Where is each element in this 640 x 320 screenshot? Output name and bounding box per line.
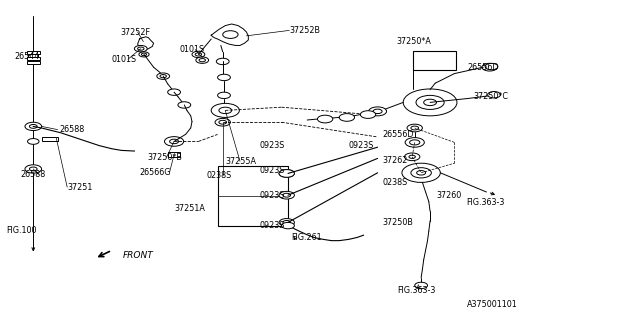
Text: 37250*A: 37250*A [397, 37, 431, 46]
Circle shape [29, 124, 37, 128]
Text: 37250*C: 37250*C [474, 92, 509, 100]
Text: 0238S: 0238S [206, 171, 231, 180]
Text: 37255A: 37255A [225, 157, 256, 166]
Circle shape [486, 65, 493, 69]
Text: A375001101: A375001101 [467, 300, 518, 309]
Text: 0238S: 0238S [383, 178, 408, 187]
Circle shape [218, 74, 230, 81]
Circle shape [28, 139, 39, 144]
Circle shape [424, 99, 436, 106]
Text: 0923S: 0923S [259, 166, 285, 175]
Circle shape [25, 122, 42, 131]
Bar [413, 51, 456, 70]
Text: 37250B: 37250B [383, 218, 413, 227]
Circle shape [403, 89, 457, 116]
Bar [168, 152, 180, 157]
Circle shape [195, 53, 202, 56]
Circle shape [404, 153, 420, 161]
Circle shape [283, 220, 291, 224]
Circle shape [196, 57, 209, 63]
Text: FRONT: FRONT [123, 252, 154, 260]
Circle shape [219, 107, 232, 114]
Text: 37250*B: 37250*B [147, 153, 182, 162]
Circle shape [134, 45, 147, 52]
Circle shape [416, 95, 444, 109]
Circle shape [157, 73, 170, 79]
Text: 37251A: 37251A [174, 204, 205, 213]
Bar [27, 57, 40, 60]
Circle shape [279, 219, 294, 226]
Circle shape [139, 52, 149, 57]
Text: 0101S: 0101S [179, 45, 204, 54]
Bar [27, 51, 40, 54]
Text: 26556D: 26556D [383, 130, 414, 139]
Circle shape [410, 140, 420, 145]
Circle shape [218, 92, 230, 99]
Circle shape [407, 124, 422, 132]
Circle shape [409, 155, 415, 158]
Circle shape [199, 59, 205, 62]
Circle shape [192, 51, 205, 58]
Circle shape [215, 118, 230, 126]
Circle shape [216, 58, 229, 65]
Text: 37252F: 37252F [120, 28, 150, 36]
Text: 26544: 26544 [14, 52, 39, 60]
Circle shape [402, 163, 440, 182]
Text: 37262: 37262 [383, 156, 408, 164]
Text: 37260: 37260 [436, 191, 461, 200]
Circle shape [170, 139, 179, 144]
Circle shape [279, 170, 294, 177]
Circle shape [138, 47, 144, 50]
Circle shape [160, 75, 166, 78]
Text: FIG.363-3: FIG.363-3 [397, 286, 435, 295]
Text: 37252B: 37252B [289, 26, 320, 35]
Bar [27, 61, 40, 64]
Circle shape [283, 193, 291, 197]
Circle shape [168, 89, 180, 95]
Circle shape [405, 138, 424, 147]
Circle shape [373, 109, 382, 114]
Circle shape [219, 120, 227, 124]
Circle shape [485, 63, 498, 70]
Circle shape [411, 168, 431, 178]
Text: FIG.261: FIG.261 [291, 233, 322, 242]
Text: 26588: 26588 [59, 125, 84, 134]
Circle shape [360, 111, 376, 118]
Circle shape [25, 165, 42, 173]
Bar [28, 54, 38, 57]
Text: 0923S: 0923S [259, 191, 285, 200]
Circle shape [415, 282, 428, 289]
Circle shape [317, 115, 333, 123]
Circle shape [141, 53, 147, 56]
Circle shape [411, 126, 419, 130]
Circle shape [488, 92, 500, 98]
Circle shape [29, 167, 37, 171]
Text: 0923S: 0923S [259, 221, 285, 230]
Text: 26588: 26588 [20, 170, 45, 179]
Text: 0923S: 0923S [259, 141, 285, 150]
Text: 0101S: 0101S [111, 55, 136, 64]
Circle shape [283, 172, 291, 175]
Circle shape [211, 103, 239, 117]
Circle shape [223, 31, 238, 38]
Text: FIG.363-3: FIG.363-3 [466, 198, 504, 207]
Bar [218, 166, 288, 226]
Circle shape [164, 137, 184, 146]
Circle shape [282, 222, 294, 229]
Circle shape [369, 107, 387, 116]
Circle shape [482, 63, 497, 71]
Circle shape [279, 191, 294, 199]
Text: FIG.100: FIG.100 [6, 226, 37, 235]
Text: 37251: 37251 [67, 183, 93, 192]
Circle shape [279, 170, 294, 177]
Bar [42, 137, 58, 141]
Circle shape [339, 114, 355, 121]
Circle shape [417, 171, 426, 175]
Circle shape [178, 102, 191, 108]
Text: 26556D: 26556D [467, 63, 499, 72]
Text: 26566G: 26566G [140, 168, 171, 177]
Text: 0923S: 0923S [349, 141, 374, 150]
